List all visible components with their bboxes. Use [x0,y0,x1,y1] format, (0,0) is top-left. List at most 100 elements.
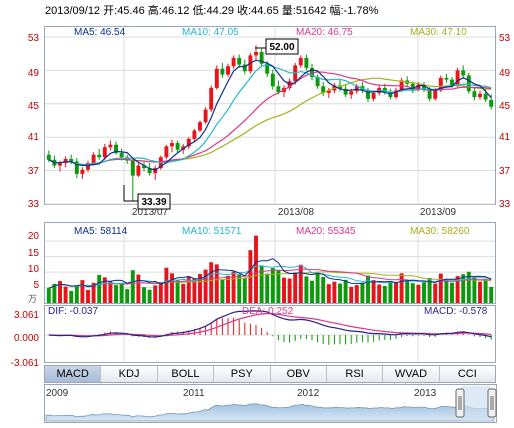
tab-cci[interactable]: CCI [439,366,495,382]
candle-body [371,92,376,99]
volume-bar [394,281,398,303]
navigator-selection[interactable] [455,386,497,421]
volume-bar [158,281,163,303]
candle-body [388,92,393,98]
candle-body [170,143,174,147]
volume-bar [114,285,118,303]
volume-bar [399,273,404,303]
candle-body [136,165,141,176]
candle-body [276,86,281,93]
candle-body [427,88,432,99]
volume-bar [220,279,225,303]
low-marker-label: 33.39 [141,197,166,208]
volume-bar [422,282,426,303]
candle-body [382,87,387,93]
volume-bar [293,272,298,303]
volume-bar [226,275,230,303]
close-value: 44.65 [251,5,279,17]
vol-ma5-line [48,258,492,289]
price-ma5-legend: MA5: 46.54 [74,27,126,38]
vol-ma20-legend: MA20: 55345 [296,226,356,237]
price-right-tick: 41 [499,132,511,143]
candle-body [108,144,113,148]
candle-body [338,85,342,89]
tab-macd[interactable]: MACD [45,366,102,382]
candle-body [343,88,348,95]
navigator-right-handle[interactable] [487,388,497,418]
volume-bar [254,235,258,303]
volume-bar [74,285,79,303]
volume-tick: 5 [33,280,39,291]
candle-body [349,91,354,95]
navigator-left-handle[interactable] [455,388,465,418]
vol-ma10-legend: MA10: 51571 [182,226,242,237]
price-right-tick: 49 [499,68,511,79]
volume-bar [192,278,197,303]
volume-bar [483,279,488,303]
volume-bar [46,288,51,303]
macd-legend: MACD: -0.578 [424,306,488,317]
volume-bar [237,274,242,303]
ma10-line [48,64,492,166]
candle-body [142,165,146,169]
volume-bar [69,290,74,303]
volume-tick: 20 [28,231,40,242]
nav-year-label: 2013 [414,388,437,399]
navigator-area [45,403,495,422]
ma20-line [48,71,492,166]
volume-bar [142,287,146,303]
candle-body [242,64,247,72]
volume-label: 量: [281,5,296,17]
candle-body [220,68,225,75]
tab-wvad[interactable]: WVAD [383,366,440,382]
price-ma10-legend: MA10: 47.05 [182,27,239,38]
volume-bar [265,273,270,303]
volume-bar [203,269,208,303]
candle-body [203,109,208,123]
volume-bar [164,267,169,303]
candle-body [209,87,214,110]
volume-bar [450,282,454,303]
volume-bar [130,270,135,303]
volume-bar [315,272,320,303]
candle-body [321,86,326,93]
volume-bar [466,271,471,303]
candle-body [86,163,90,170]
volume-bar [147,289,152,303]
volume-bar [377,284,382,303]
volume-bar [304,276,309,303]
volume-bar [63,286,68,303]
tab-obv[interactable]: OBV [270,366,327,382]
candle-body [214,68,219,88]
volume-bar [287,278,292,303]
candle-body [298,57,303,66]
tab-psy[interactable]: PSY [214,366,271,382]
volume-bar [298,264,303,303]
high-marker-label: 52.00 [269,42,294,53]
tab-rsi[interactable]: RSI [326,366,384,382]
candle-body [237,57,242,65]
volume-tick: 10 [28,264,40,275]
volume-unit: 万 [28,294,37,304]
volume-bar [282,277,286,303]
volume-bar [461,274,466,303]
candle-body [265,63,270,74]
volume-bar [388,281,393,303]
volume-bar [416,284,421,303]
candle-body [444,77,449,80]
tab-kdj[interactable]: KDJ [101,366,158,382]
volume-bar [438,273,443,303]
volume-bar [198,273,202,303]
volume-bar [455,276,460,303]
low-value: 44.29 [206,5,235,17]
volume-bar [248,250,253,303]
quote-date: 2013/09/12 [45,5,101,17]
candle-body [58,163,62,166]
candle-body [483,93,488,100]
tab-boll[interactable]: BOLL [157,366,215,382]
high-price-marker: 52.00 [255,38,299,55]
candle-body [198,122,202,131]
vol-ma30-legend: MA30: 58260 [410,226,470,237]
candle-body [489,99,494,107]
